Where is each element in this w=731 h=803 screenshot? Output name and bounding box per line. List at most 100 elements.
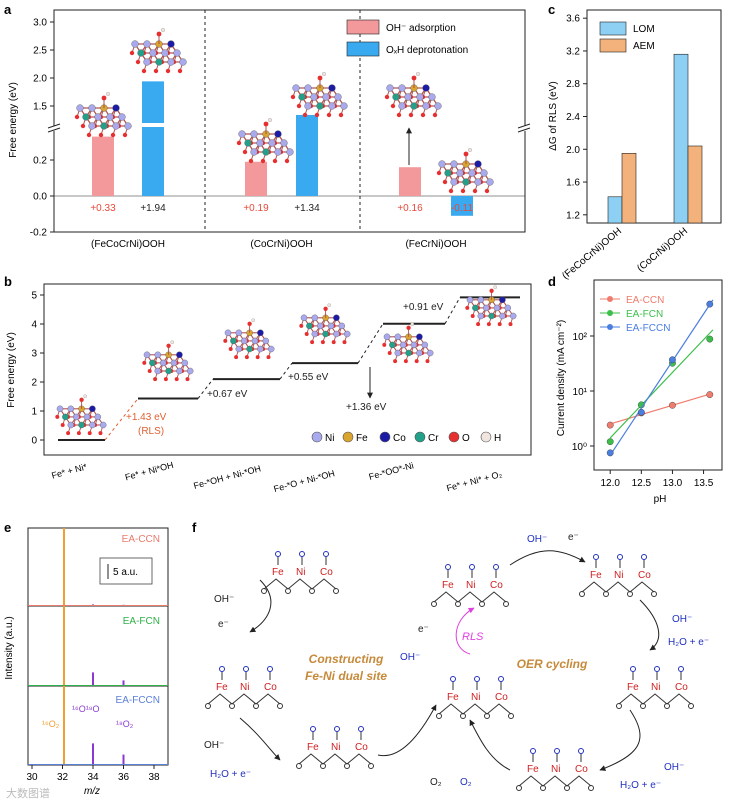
legend-ea-fcn: EA-FCN (626, 309, 663, 320)
scheme-title-right: OER cycling (517, 657, 588, 671)
energy-step-label: +0.67 eV (207, 389, 248, 400)
panel-d-ticks: 12.0 12.5 13.0 13.5 10⁰ 10¹ 10² (572, 332, 714, 489)
atom-o (299, 323, 304, 328)
atom-ni (143, 351, 151, 359)
scheme-arrow-2 (239, 717, 281, 761)
atom-o (472, 188, 478, 194)
atom-ni (426, 349, 434, 357)
panel-d-xlabel: pH (654, 494, 667, 505)
ytick-label: 2.4 (566, 112, 580, 123)
scheme-label: H₂O + e⁻ (210, 769, 251, 780)
panel-b-frame (43, 283, 532, 456)
legend-cr: Cr (428, 433, 439, 444)
atom-o (414, 359, 419, 364)
atom-o (185, 377, 190, 382)
bar-OₓH deprotonation (451, 196, 473, 216)
ytick-label: 10¹ (573, 387, 588, 398)
panel-e-ylabel: Intensity (a.u.) (4, 616, 15, 679)
scheme-backbone (438, 703, 512, 715)
atom-ni (468, 169, 476, 177)
atom-o (87, 431, 92, 436)
atom-co (167, 40, 175, 48)
scheme-o-top (578, 748, 584, 754)
atom-o (163, 377, 168, 382)
legend-swatch-aem (599, 38, 627, 53)
ytick-label: 3 (31, 349, 37, 360)
atom-o (129, 50, 135, 56)
scheme-o-top (678, 666, 684, 672)
atom-o (263, 121, 269, 127)
atom-ni (154, 351, 162, 359)
atom-ni (428, 93, 436, 101)
atom-o (310, 340, 315, 345)
panel-a-frame (53, 9, 526, 233)
scheme-o-top (530, 748, 536, 754)
atom-o (76, 431, 81, 436)
bar-OH⁻ adsorption (245, 161, 267, 196)
panel-a-structures (74, 28, 494, 194)
panel-a-categories: (FeCoCrNi)OOH (CoCrNi)OOH (FeCrNi)OOH (91, 239, 467, 250)
scheme-o-atom (229, 703, 235, 709)
ytick-label: 10² (573, 332, 588, 343)
xtick-label: 13.5 (694, 478, 714, 489)
atom-ni (106, 113, 114, 121)
scheme-o-atom (664, 703, 670, 709)
atom-o (486, 322, 491, 327)
atom-o (248, 158, 254, 164)
scheme-backbone (518, 775, 592, 787)
legend-swatch-ni (311, 431, 323, 443)
atom-cr (389, 341, 396, 349)
atom-o (260, 158, 266, 164)
scheme-label: OH⁻ (664, 762, 684, 773)
scheme-fe: Fe (216, 682, 228, 693)
scheme-fe: Fe (590, 570, 602, 581)
scheme-o-atom (344, 763, 350, 769)
atom-o (247, 321, 252, 326)
panel-d-series (606, 299, 714, 457)
scheme-co: Co (495, 692, 508, 703)
scheme-o-top (299, 551, 305, 557)
atom-o (314, 112, 320, 118)
atom-ni (456, 169, 464, 177)
atom-ni (181, 359, 189, 367)
atom-ni (322, 93, 330, 101)
atom-ni (421, 341, 429, 349)
scheme-arrow-6 (599, 709, 641, 771)
atom-o (79, 397, 84, 402)
scheme-ni: Ni (614, 570, 623, 581)
scheme-o-atom (508, 713, 514, 719)
scheme-o-atom (516, 785, 522, 791)
atom-cr (137, 49, 145, 57)
atom-ni (76, 104, 84, 112)
scheme-fe: Fe (272, 567, 284, 578)
scheme-ni: Ni (240, 682, 249, 693)
data-point-ea-ccn (669, 401, 676, 409)
atom-o (86, 132, 92, 138)
ytick-label: 3.6 (566, 14, 580, 25)
scheme-o-atom (333, 588, 339, 594)
molecular-structure (290, 72, 348, 118)
legend-aem: AEM (633, 41, 655, 52)
scheme-fe: Fe (627, 682, 639, 693)
scheme-co: Co (575, 764, 588, 775)
atom-o (436, 170, 442, 176)
ytick-label: 2.0 (566, 145, 580, 156)
atom-cr (155, 58, 163, 66)
molecular-structure (465, 285, 517, 327)
scheme-co: Co (320, 567, 333, 578)
atom-o (484, 188, 490, 194)
scheme-o-top (630, 666, 636, 672)
atom-ni (304, 84, 312, 92)
panel-f: f Constructing Fe-Ni dual site OER cycli… (192, 520, 709, 791)
panel-a: a Free energy (eV) -0.2 0.0 0.2 1.5 2.0 2.5 3.… (4, 2, 532, 250)
panel-label-e: e (4, 520, 11, 535)
energy-connector (444, 297, 461, 324)
atom-cr (244, 139, 252, 147)
atom-o (244, 355, 249, 360)
atom-cr (410, 102, 418, 110)
scheme-site: Fe Ni Co (616, 666, 694, 709)
atom-ni (268, 139, 276, 147)
scheme-label: H₂O + e⁻ (668, 637, 709, 648)
